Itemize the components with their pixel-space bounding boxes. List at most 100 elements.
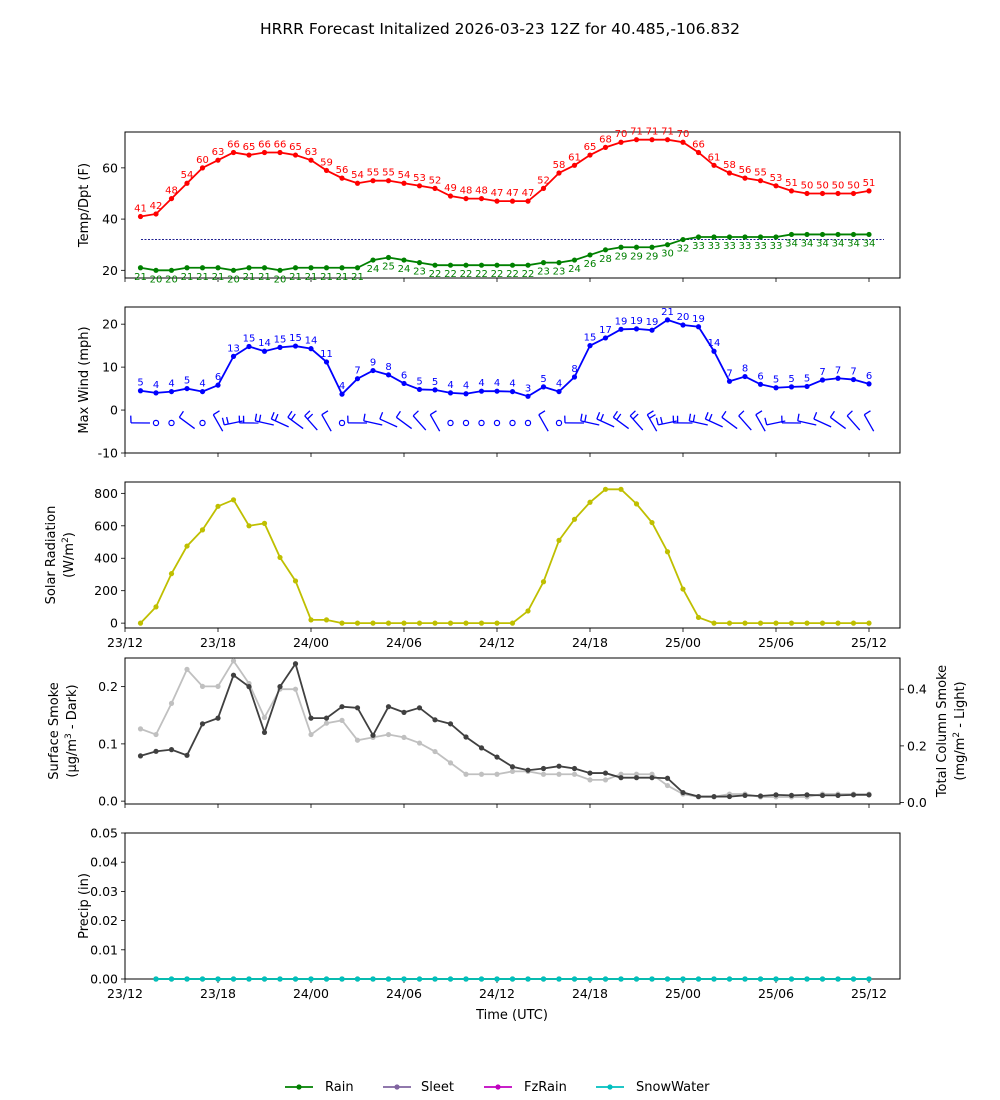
dewpoint-data-label: 23 bbox=[553, 267, 566, 278]
surface-smoke-point bbox=[649, 775, 655, 781]
dewpoint-point bbox=[370, 257, 376, 263]
wind-barb bbox=[704, 412, 723, 428]
surface-smoke-point bbox=[695, 793, 702, 800]
temp-data-label: 56 bbox=[336, 165, 349, 176]
max-wind-data-label: 4 bbox=[494, 378, 500, 389]
dewpoint-point bbox=[137, 265, 144, 271]
wind-barb bbox=[797, 413, 817, 426]
dewpoint-point bbox=[757, 234, 764, 240]
y-tick-label: 0 bbox=[110, 403, 118, 418]
dewpoint-point bbox=[773, 234, 779, 240]
max-wind-point bbox=[199, 388, 206, 395]
wind-barb bbox=[321, 410, 332, 432]
max-wind-data-label: 6 bbox=[401, 370, 407, 381]
max-wind-data-label: 4 bbox=[339, 381, 345, 392]
snowwater-point bbox=[246, 976, 252, 982]
legend-item-fzrain: FzRain bbox=[484, 1080, 567, 1095]
surface-smoke-point bbox=[246, 684, 252, 690]
max-wind-point bbox=[308, 346, 314, 352]
dewpoint-point bbox=[695, 234, 702, 240]
total-column-smoke-point bbox=[478, 771, 485, 777]
dewpoint-point bbox=[866, 231, 872, 238]
snowwater-point bbox=[370, 976, 376, 982]
y-tick-label: 0.0 bbox=[98, 794, 118, 809]
max-wind-point bbox=[447, 390, 454, 396]
snowwater-point bbox=[680, 976, 686, 982]
surface-smoke-point bbox=[587, 770, 593, 776]
temp-point bbox=[711, 162, 717, 168]
wind-barb-staff bbox=[363, 420, 383, 426]
snowwater-point bbox=[587, 976, 593, 982]
wind-barb-flag bbox=[307, 413, 314, 420]
solar-radiation-point bbox=[633, 501, 640, 507]
temp-data-label: 70 bbox=[615, 129, 628, 140]
total-column-smoke-point bbox=[602, 777, 609, 783]
wind-barb-staff bbox=[429, 414, 441, 432]
dewpoint-point bbox=[432, 262, 438, 268]
wind-barb-flag bbox=[274, 413, 279, 421]
wind-barb bbox=[846, 410, 861, 431]
solar-radiation-point bbox=[137, 620, 144, 626]
max-wind-data-label: 6 bbox=[757, 371, 763, 382]
dewpoint-point bbox=[556, 260, 562, 266]
temp-point bbox=[277, 149, 283, 156]
temp-point bbox=[804, 190, 810, 197]
solar-radiation-point bbox=[416, 620, 423, 626]
dewpoint-data-label: 30 bbox=[661, 249, 674, 260]
wind-barb-staff bbox=[131, 422, 150, 424]
max-wind-data-label: 19 bbox=[615, 316, 628, 327]
dewpoint-data-label: 21 bbox=[196, 272, 209, 283]
max-wind-data-label: 21 bbox=[661, 307, 674, 318]
dewpoint-data-label: 21 bbox=[181, 272, 194, 283]
total-column-smoke-point bbox=[416, 740, 423, 746]
wind-barb-flag bbox=[564, 415, 566, 423]
x-tick-label: 24/06 bbox=[386, 635, 422, 650]
temp-point bbox=[757, 178, 764, 184]
dewpoint-point bbox=[680, 236, 686, 243]
solar-radiation-point bbox=[850, 620, 857, 626]
wind-barb bbox=[629, 410, 644, 431]
surface-smoke-point bbox=[571, 765, 578, 772]
wind-barb-staff bbox=[813, 418, 832, 428]
x-tick-label: 24/00 bbox=[293, 635, 329, 650]
y-tick-label: 0.05 bbox=[90, 826, 118, 841]
max-wind-point bbox=[742, 373, 748, 380]
y-axis-label: Max Wind (mph) bbox=[77, 326, 92, 433]
wind-barb-calm bbox=[524, 419, 532, 427]
temp-data-label: 66 bbox=[692, 139, 705, 150]
y-tick-label: 0.01 bbox=[90, 942, 118, 957]
temp-data-label: 55 bbox=[367, 168, 380, 179]
surface-smoke-point bbox=[323, 715, 330, 721]
max-wind-data-label: 15 bbox=[584, 333, 597, 344]
solar-radiation-point bbox=[804, 620, 810, 626]
y-axis-label-right: Total Column Smoke (mg/m2 - Light) bbox=[935, 665, 968, 798]
max-wind-data-label: 4 bbox=[463, 381, 469, 392]
wind-barb bbox=[287, 410, 304, 430]
max-wind-point bbox=[401, 380, 407, 387]
wind-barb-calm bbox=[199, 419, 206, 427]
temp-point bbox=[153, 211, 159, 217]
chart-title: HRRR Forecast Initalized 2026-03-23 12Z … bbox=[260, 20, 740, 38]
wind-barb-calm bbox=[493, 419, 501, 427]
wind-barb bbox=[829, 410, 847, 430]
snowwater-point bbox=[478, 976, 485, 982]
dewpoint-point bbox=[339, 265, 345, 271]
surface-smoke-point bbox=[494, 754, 500, 760]
dewpoint-data-label: 34 bbox=[785, 238, 798, 249]
temp-point bbox=[308, 157, 314, 163]
max-wind-data-label: 7 bbox=[726, 368, 732, 379]
total-column-smoke-point bbox=[199, 683, 206, 689]
max-wind-point bbox=[556, 388, 562, 395]
max-wind-point bbox=[587, 343, 593, 349]
temp-point bbox=[432, 185, 438, 191]
wind-barb-flag bbox=[672, 415, 675, 423]
temp-point bbox=[649, 137, 655, 143]
max-wind-point bbox=[695, 324, 702, 330]
wind-barb-flag bbox=[212, 410, 220, 416]
solar-radiation-point bbox=[432, 620, 438, 626]
max-wind-data-label: 17 bbox=[599, 325, 612, 336]
dewpoint-data-label: 22 bbox=[522, 269, 535, 280]
wind-barb-flag bbox=[270, 412, 275, 420]
temp-data-label: 63 bbox=[212, 147, 225, 158]
